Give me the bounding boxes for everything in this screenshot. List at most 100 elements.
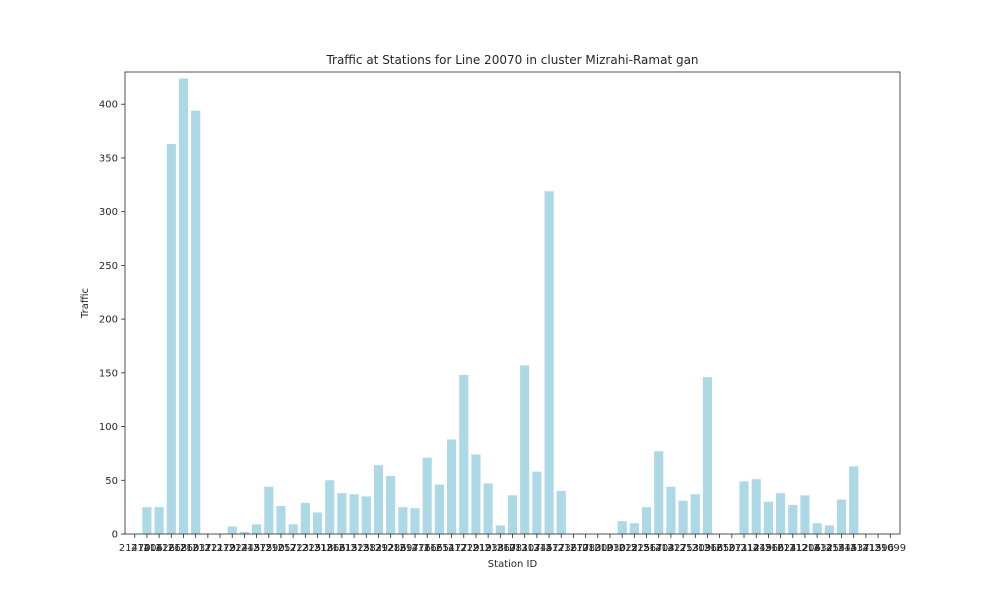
- bar: [252, 524, 262, 534]
- bar: [166, 143, 176, 535]
- x-tick-label: 21112: [777, 543, 809, 554]
- x-tick-label: 21476: [399, 543, 431, 554]
- y-tick-label: 350: [99, 153, 118, 164]
- x-tick-label: 21375: [241, 543, 273, 554]
- bar: [800, 495, 810, 534]
- bar: [471, 454, 481, 534]
- x-tick-label: 21470: [119, 543, 151, 554]
- bar: [264, 486, 274, 534]
- bar: [422, 457, 432, 534]
- y-tick-label: 50: [105, 476, 118, 487]
- x-tick-label: 21009: [582, 543, 614, 554]
- x-tick-label: 21238: [472, 543, 504, 554]
- x-tick-label: 21225: [289, 543, 321, 554]
- bar: [788, 504, 798, 534]
- bar: [349, 494, 359, 534]
- x-tick-label: 21382: [350, 543, 382, 554]
- bar: [142, 507, 152, 534]
- x-tick-label: 21245: [229, 543, 261, 554]
- x-tick-label: 21367: [484, 543, 516, 554]
- bar: [361, 496, 371, 534]
- x-tick-label: 21206: [789, 543, 821, 554]
- x-tick-label: 21290: [253, 543, 285, 554]
- plot-frame: [124, 71, 901, 535]
- bar: [836, 499, 847, 534]
- bar: [654, 451, 664, 534]
- bar: [239, 531, 249, 534]
- x-tick-label: 21219: [460, 543, 492, 554]
- bar: [556, 491, 566, 534]
- x-tick-label: 21525: [618, 543, 650, 554]
- bar: [666, 486, 676, 534]
- y-axis: 0 50 100 150 200 250 300 350 400: [99, 100, 125, 541]
- bar: [434, 484, 444, 534]
- x-tick-label: 21307: [509, 543, 541, 554]
- bar: [459, 374, 469, 534]
- x-tick-label: 21650: [704, 543, 736, 554]
- y-axis-label: Traffic: [80, 288, 91, 319]
- bar: [776, 493, 786, 534]
- x-tick-label: 21325: [338, 543, 370, 554]
- x-tick-label: 21366: [314, 543, 346, 554]
- x-tick-label: 21030: [594, 543, 626, 554]
- x-tick-label: 21277: [558, 543, 590, 554]
- bars-group: [142, 78, 859, 535]
- bar: [690, 494, 700, 534]
- x-tick-label: 21286: [375, 543, 407, 554]
- x-axis: 2147021406214262126821260213372112121179…: [119, 534, 906, 554]
- x-tick-label: 21268: [155, 543, 187, 554]
- x-tick-label: 21223: [277, 543, 309, 554]
- bar: [763, 501, 773, 534]
- bar: [386, 475, 396, 534]
- y-tick-label: 400: [99, 100, 118, 111]
- y-tick-label: 200: [99, 315, 118, 326]
- bar: [288, 524, 298, 534]
- x-tick-label: 21427: [655, 543, 687, 554]
- x-tick-label: 21179: [204, 543, 236, 554]
- x-tick-label: 21312: [728, 543, 760, 554]
- bar: [812, 523, 822, 534]
- bar: [154, 507, 164, 534]
- bar: [191, 110, 201, 535]
- x-tick-label: 21392: [363, 543, 395, 554]
- x-tick-label: 21081: [497, 543, 529, 554]
- y-tick-label: 150: [99, 368, 118, 379]
- bar: [312, 512, 323, 534]
- bar: [507, 495, 518, 534]
- bar: [532, 471, 542, 534]
- x-tick-label: 21260: [168, 543, 200, 554]
- bar: [178, 78, 189, 534]
- x-tick-label: 21477: [533, 543, 565, 554]
- x-tick-label: 21371: [716, 543, 748, 554]
- x-tick-label: 21545: [826, 543, 858, 554]
- x-tick-label: 21337: [180, 543, 212, 554]
- x-tick-label: 21165: [411, 543, 443, 554]
- x-tick-label: 21368: [692, 543, 724, 554]
- x-tick-label: 21315: [326, 543, 358, 554]
- bar: [483, 483, 493, 534]
- x-tick-label: 21477: [436, 543, 468, 554]
- bar: [410, 508, 420, 534]
- bar: [629, 523, 639, 534]
- x-tick-label: 21396: [862, 543, 894, 554]
- x-tick-label: 21345: [521, 543, 553, 554]
- x-tick-label: 21083: [570, 543, 602, 554]
- x-tick-label: 21403: [643, 543, 675, 554]
- x-tick-label: 21024: [765, 543, 797, 554]
- y-tick-label: 300: [99, 207, 118, 218]
- x-tick-label: 21437: [838, 543, 870, 554]
- bar: [849, 466, 859, 534]
- y-tick-label: 250: [99, 261, 118, 272]
- bar: [641, 507, 652, 534]
- x-tick-label: 21415: [850, 543, 882, 554]
- x-tick-label: 21229: [448, 543, 480, 554]
- bar: [276, 506, 286, 534]
- bar: [300, 502, 310, 534]
- x-tick-label: 21432: [801, 543, 833, 554]
- x-tick-label: 21449: [740, 543, 772, 554]
- x-tick-label: 21253: [667, 543, 699, 554]
- bar: [447, 439, 457, 534]
- bar: [520, 365, 530, 534]
